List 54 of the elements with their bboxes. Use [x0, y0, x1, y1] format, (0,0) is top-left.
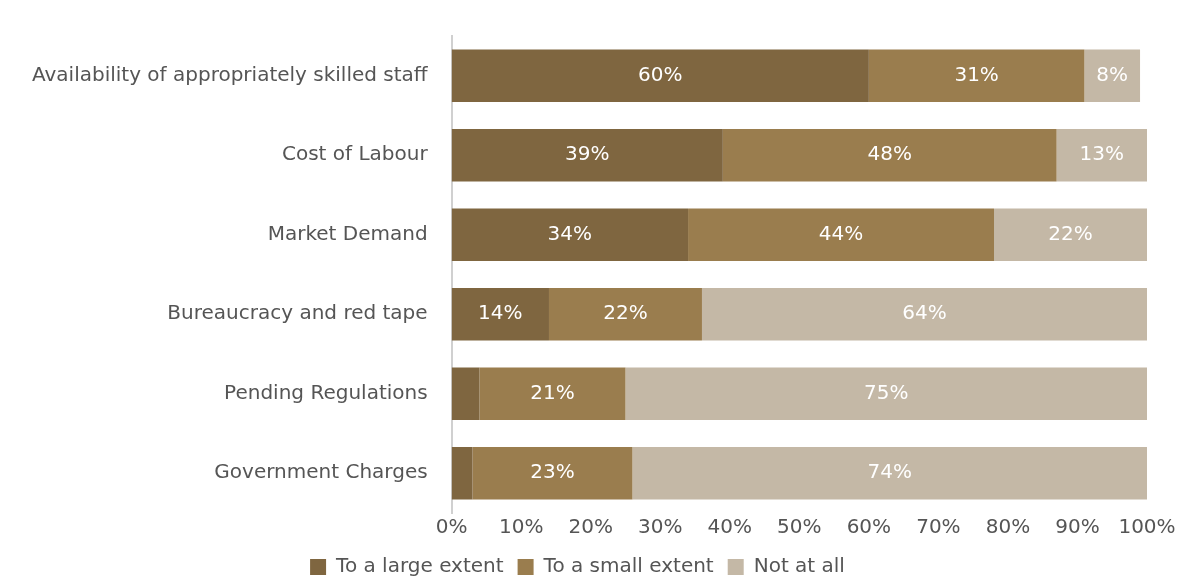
x-tick-label: 50% — [777, 514, 822, 539]
data-label: 75% — [864, 379, 909, 404]
x-tick-label: 90% — [1055, 514, 1100, 539]
x-tick-label: 0% — [435, 514, 468, 539]
data-label: 23% — [530, 459, 575, 484]
bar — [479, 367, 626, 420]
x-tick-label: 20% — [568, 514, 613, 539]
bar — [994, 208, 1147, 261]
data-label: 8% — [1096, 61, 1129, 86]
x-tick-label: 10% — [498, 514, 544, 539]
x-tick-label: 100% — [1118, 514, 1176, 539]
y-tick-label: Government Charges — [214, 459, 428, 484]
bar — [472, 447, 633, 500]
data-label: 60% — [638, 61, 683, 86]
y-tick-label: Availability of appropriately skilled staff — [32, 61, 429, 86]
data-label: 13% — [1079, 141, 1125, 166]
data-label: 44% — [818, 220, 864, 245]
x-tick-label: 30% — [638, 514, 683, 539]
data-label: 74% — [867, 459, 912, 484]
data-label: 48% — [867, 141, 912, 166]
data-label: 31% — [954, 61, 999, 86]
bar — [701, 288, 1147, 341]
y-tick-label: Cost of Labour — [281, 141, 429, 166]
bar — [451, 49, 869, 102]
bar — [548, 288, 702, 341]
x-tick-label: 80% — [985, 514, 1031, 539]
bar — [632, 447, 1147, 500]
legend-label: Not at all — [753, 553, 845, 578]
bar — [451, 129, 723, 182]
data-label: 39% — [565, 141, 610, 166]
legend-label: To a small extent — [542, 553, 714, 578]
x-tick-label: 40% — [707, 514, 752, 539]
data-label: 14% — [478, 300, 523, 325]
bar — [625, 367, 1147, 420]
bar — [868, 49, 1085, 102]
bar — [451, 208, 689, 261]
data-label: 34% — [547, 220, 593, 245]
data-label: 22% — [603, 300, 648, 325]
bar — [1056, 129, 1147, 182]
bar — [451, 447, 473, 500]
data-label: 64% — [902, 300, 947, 325]
y-tick-label: Market Demand — [267, 220, 428, 245]
bar — [451, 367, 480, 420]
y-tick-label: Bureaucracy and red tape — [167, 300, 428, 325]
bar — [1084, 49, 1141, 102]
data-label: 22% — [1048, 220, 1093, 245]
x-tick-label: 70% — [916, 514, 961, 539]
x-tick-label: 60% — [846, 514, 892, 539]
y-tick-label: Pending Regulations — [224, 379, 428, 404]
bar — [688, 208, 995, 261]
legend-label: To a large extent — [335, 553, 504, 578]
data-label: 21% — [530, 379, 575, 404]
bar — [722, 129, 1057, 182]
bar — [451, 288, 549, 341]
